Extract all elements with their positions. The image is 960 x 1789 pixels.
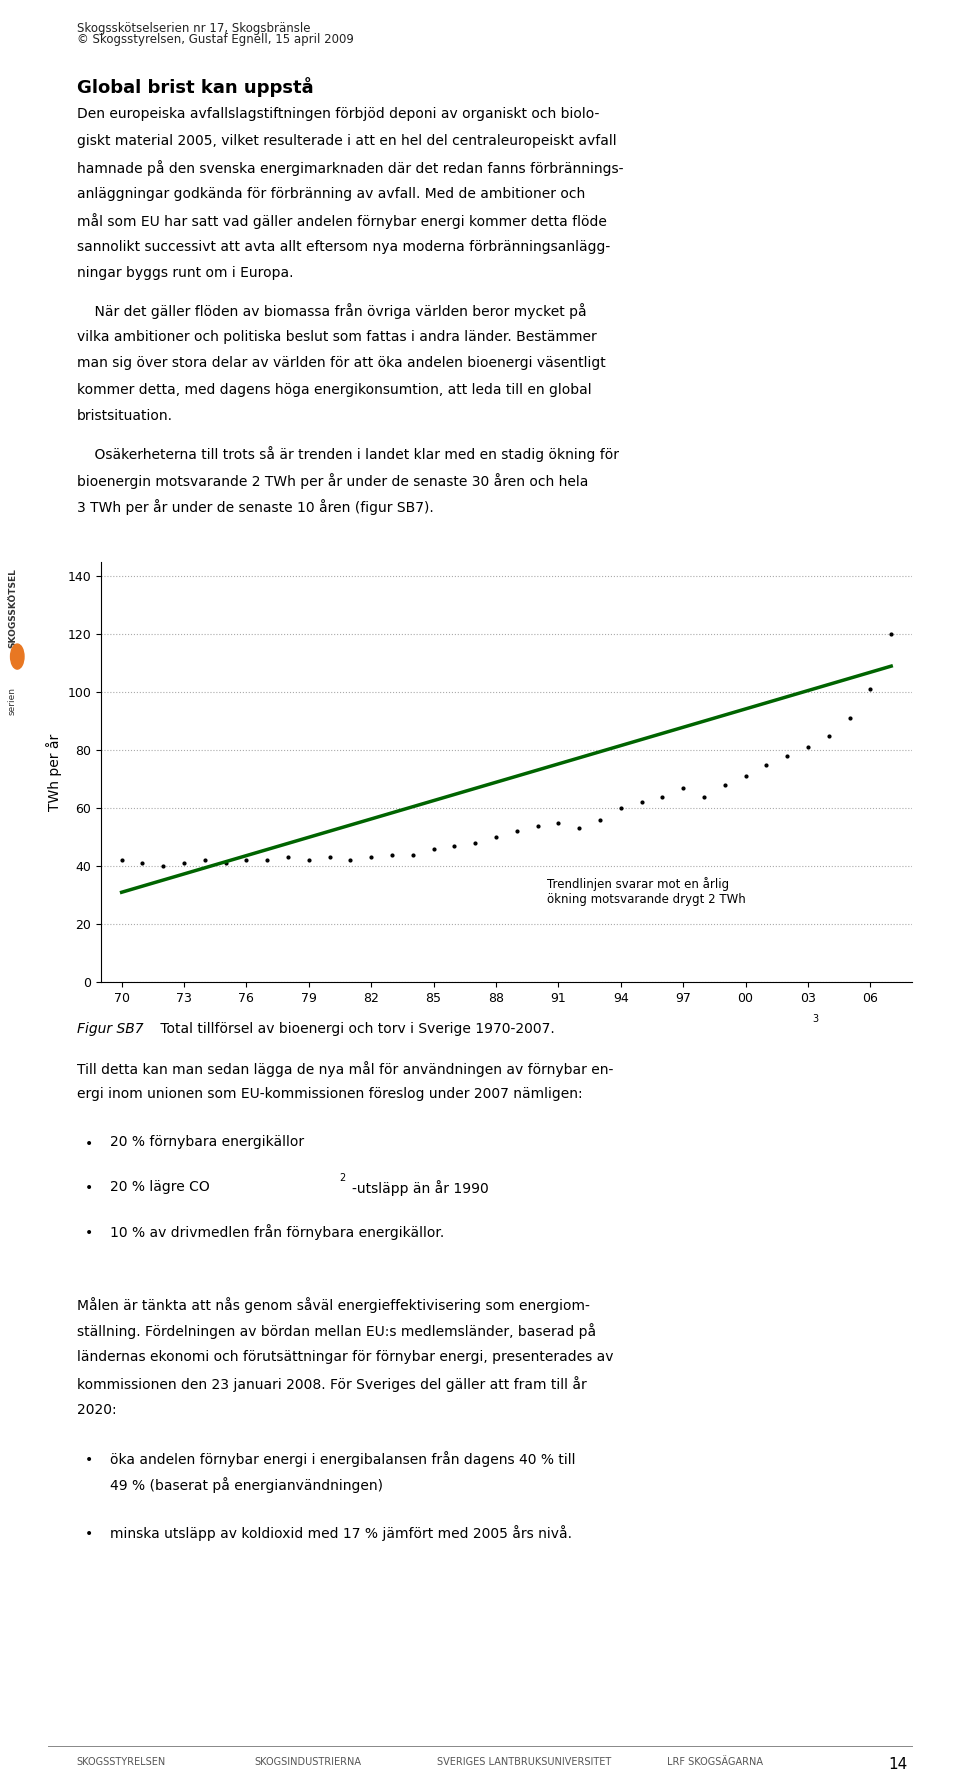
Text: Global brist kan uppstå: Global brist kan uppstå [77,77,313,97]
Text: Total tillförsel av bioenergi och torv i Sverige 1970-2007.: Total tillförsel av bioenergi och torv i… [156,1022,555,1036]
Circle shape [11,644,24,669]
Text: SKOGSSKÖTSEL: SKOGSSKÖTSEL [8,569,17,648]
Y-axis label: TWh per år: TWh per år [46,733,61,810]
Text: LRF SKOGSÄGARNA: LRF SKOGSÄGARNA [667,1757,763,1768]
Text: 20 % förnybara energikällor: 20 % förnybara energikällor [110,1136,304,1149]
Text: SKOGSSTYRELSEN: SKOGSSTYRELSEN [77,1757,166,1768]
Text: Till detta kan man sedan lägga de nya mål för användningen av förnybar en-: Till detta kan man sedan lägga de nya må… [77,1061,613,1077]
Text: ningar byggs runt om i Europa.: ningar byggs runt om i Europa. [77,267,294,281]
Text: SVERIGES LANTBRUKSUNIVERSITET: SVERIGES LANTBRUKSUNIVERSITET [437,1757,612,1768]
Text: •: • [84,1453,93,1467]
Text: sannolikt successivt att avta allt eftersom nya moderna förbränningsanlägg-: sannolikt successivt att avta allt efter… [77,240,610,254]
Text: Osäkerheterna till trots så är trenden i landet klar med en stadig ökning för: Osäkerheterna till trots så är trenden i… [77,447,619,463]
Text: ergi inom unionen som EU-kommissionen föreslog under 2007 nämligen:: ergi inom unionen som EU-kommissionen fö… [77,1088,583,1102]
Text: man sig över stora delar av världen för att öka andelen bioenergi väsentligt: man sig över stora delar av världen för … [77,356,606,370]
Text: Trendlinjen svarar mot en årlig
ökning motsvarande drygt 2 TWh: Trendlinjen svarar mot en årlig ökning m… [547,877,746,905]
Text: •: • [84,1181,93,1195]
Text: 10 % av drivmedlen från förnybara energikällor.: 10 % av drivmedlen från förnybara energi… [110,1224,444,1240]
Text: 3: 3 [812,1014,818,1025]
Text: Skogsskötselserien nr 17, Skogsbränsle: Skogsskötselserien nr 17, Skogsbränsle [77,21,310,36]
Text: bristsituation.: bristsituation. [77,410,173,424]
Text: ställning. Fördelningen av bördan mellan EU:s medlemsländer, baserad på: ställning. Fördelningen av bördan mellan… [77,1324,596,1340]
Text: kommer detta, med dagens höga energikonsumtion, att leda till en global: kommer detta, med dagens höga energikons… [77,383,591,397]
Text: anläggningar godkända för förbränning av avfall. Med de ambitioner och: anläggningar godkända för förbränning av… [77,186,585,200]
Text: hamnade på den svenska energimarknaden där det redan fanns förbrännings-: hamnade på den svenska energimarknaden d… [77,161,623,177]
Text: Figur SB7: Figur SB7 [77,1022,143,1036]
Text: vilka ambitioner och politiska beslut som fattas i andra länder. Bestämmer: vilka ambitioner och politiska beslut so… [77,329,596,343]
Text: ländernas ekonomi och förutsättningar för förnybar energi, presenterades av: ländernas ekonomi och förutsättningar fö… [77,1351,613,1363]
Text: •: • [84,1225,93,1240]
Text: När det gäller flöden av biomassa från övriga världen beror mycket på: När det gäller flöden av biomassa från ö… [77,304,587,320]
Text: 3 TWh per år under de senaste 10 åren (figur SB7).: 3 TWh per år under de senaste 10 åren (f… [77,499,434,515]
Text: 2020:: 2020: [77,1403,116,1417]
Text: 2: 2 [339,1174,346,1183]
Text: öka andelen förnybar energi i energibalansen från dagens 40 % till: öka andelen förnybar energi i energibala… [110,1451,576,1467]
Text: minska utsläpp av koldioxid med 17 % jämfört med 2005 års nivå.: minska utsläpp av koldioxid med 17 % jäm… [110,1526,572,1542]
Text: © Skogsstyrelsen, Gustaf Egnell, 15 april 2009: © Skogsstyrelsen, Gustaf Egnell, 15 apri… [77,32,353,45]
Text: -utsläpp än år 1990: -utsläpp än år 1990 [352,1179,489,1195]
Text: Målen är tänkta att nås genom såväl energieffektivisering som energiom-: Målen är tänkta att nås genom såväl ener… [77,1297,589,1313]
Text: Den europeiska avfallslagstiftningen förbjöd deponi av organiskt och biolo-: Den europeiska avfallslagstiftningen för… [77,107,599,122]
Text: 14: 14 [888,1757,907,1771]
Text: serien: serien [8,687,17,716]
Text: giskt material 2005, vilket resulterade i att en hel del centraleuropeiskt avfal: giskt material 2005, vilket resulterade … [77,134,616,148]
Text: bioenergin motsvarande 2 TWh per år under de senaste 30 åren och hela: bioenergin motsvarande 2 TWh per år unde… [77,472,588,488]
Text: SKOGSINDUSTRIERNA: SKOGSINDUSTRIERNA [254,1757,361,1768]
Text: kommissionen den 23 januari 2008. För Sveriges del gäller att fram till år: kommissionen den 23 januari 2008. För Sv… [77,1376,587,1392]
Text: mål som EU har satt vad gäller andelen förnybar energi kommer detta flöde: mål som EU har satt vad gäller andelen f… [77,213,607,229]
Text: 20 % lägre CO: 20 % lägre CO [110,1179,210,1193]
Text: •: • [84,1138,93,1150]
Text: •: • [84,1528,93,1540]
Text: 49 % (baserat på energianvändningen): 49 % (baserat på energianvändningen) [110,1478,383,1494]
